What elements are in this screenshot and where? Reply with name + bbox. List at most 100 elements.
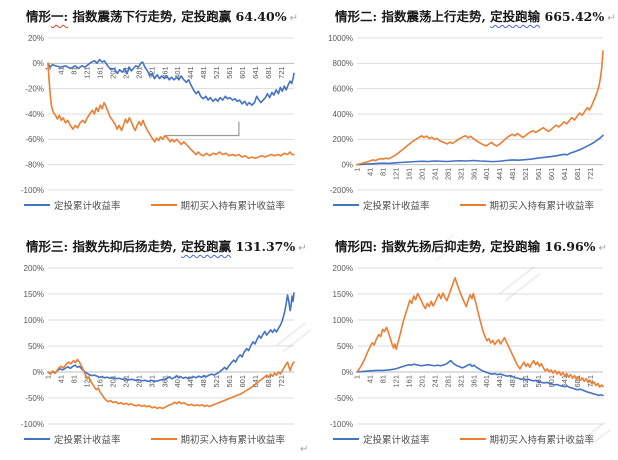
x-tick-label: 561 [225, 66, 234, 79]
title-segment: 131.37% [231, 239, 296, 254]
x-tick-label: 561 [534, 168, 543, 181]
x-tick-label: 81 [70, 66, 79, 74]
series-line-dca [47, 58, 295, 106]
x-tick-label: 361 [160, 66, 169, 79]
x-tick-label: 441 [186, 375, 195, 388]
y-tick-label: 1000% [328, 34, 353, 43]
x-tick-label: 81 [70, 375, 79, 383]
legend-label: 定投累计收益率 [362, 201, 430, 212]
x-tick-label: 41 [366, 168, 375, 176]
x-tick-label: 281 [443, 375, 452, 388]
y-tick-label: -50% [334, 394, 353, 403]
x-tick-label: 361 [160, 375, 169, 388]
y-tick-label: 100% [24, 316, 44, 325]
title-segment: 定投跑输 [490, 9, 541, 24]
legend-line-swatch [150, 204, 177, 206]
legend-item: 期初买入持有累计收益率 [459, 198, 594, 212]
x-tick-label: 681 [573, 375, 582, 388]
x-tick-label: 201 [417, 168, 426, 181]
x-tick-label: 321 [456, 375, 465, 388]
x-tick-label: 481 [508, 168, 517, 181]
y-tick-label: -200% [330, 186, 353, 195]
legend-item: 期初买入持有累计收益率 [459, 432, 594, 446]
x-tick-label: 721 [277, 375, 286, 388]
title-segment: 指数震荡下行走势, 定投跑赢 64.40% [68, 9, 287, 24]
x-tick-label: 201 [108, 66, 117, 79]
panel-title: 情形二: 指数震荡上行走势, 定投跑输 665.42% ↵ [309, 5, 618, 28]
x-tick-label: 41 [57, 66, 66, 74]
y-tick-label: -60% [25, 135, 44, 144]
x-tick-label: 401 [173, 375, 182, 388]
panel-scenario-1: 情形一: 指数震荡下行走势, 定投跑赢 64.40% ↵ 20% 0% -20% -40… [0, 0, 309, 230]
x-tick-label: 81 [379, 168, 388, 176]
panel-title: 情形三: 指数先抑后扬走势, 定投跑赢 131.37% ↵ [0, 235, 309, 258]
x-tick-label: 161 [404, 168, 413, 181]
x-tick-label: 601 [238, 375, 247, 388]
x-tick-label: 681 [573, 168, 582, 181]
legend-line-swatch [150, 438, 177, 440]
x-tick-label: 401 [173, 66, 182, 79]
x-tick-label: 361 [469, 375, 478, 388]
chart-legend: 定投累计收益率 期初买入持有累计收益率 [0, 431, 309, 447]
legend-item: 定投累计收益率 [332, 432, 430, 446]
x-tick-label: 641 [560, 375, 569, 388]
x-tick-label: 681 [264, 66, 273, 79]
chart-canvas: 200% 150% 100% 50% 0% -50% -100% 1 41 81 121 161 201… [21, 264, 295, 429]
y-tick-label: -40% [25, 110, 44, 119]
legend-label: 定投累计收益率 [53, 201, 121, 212]
legend-label: 定投累计收益率 [362, 435, 430, 446]
x-tick-label: 1 [353, 375, 362, 379]
y-tick-label: 0% [341, 368, 353, 377]
title-segment: 定投跑赢 [181, 239, 232, 254]
title-segment: 情形三: 指数先抑后扬走势, [26, 239, 182, 254]
legend-line-swatch [332, 438, 359, 440]
series-line-dca [356, 134, 604, 166]
legend-item: 期初买入持有累计收益率 [150, 432, 285, 446]
x-tick-label: 521 [521, 375, 530, 388]
y-tick-label: 150% [333, 290, 353, 299]
annotation-line [165, 121, 240, 137]
y-tick-label: -80% [25, 160, 44, 169]
x-tick-label: 481 [199, 66, 208, 79]
return-mark: ↵ [300, 444, 309, 455]
chart-canvas: 20%0%-20%-40%-60%-80%-100%1 41 81 121 161 201… [21, 34, 295, 195]
y-tick-label: -100% [21, 186, 44, 195]
y-tick-label: 50% [337, 342, 353, 351]
x-tick-label: 41 [366, 375, 375, 383]
x-tick-label: 641 [560, 168, 569, 181]
chart-legend: 定投累计收益率 期初买入持有累计收益率 [0, 197, 309, 213]
x-tick-label: 121 [82, 66, 91, 79]
x-tick-label: 521 [521, 168, 530, 181]
title-segment: 情形 [26, 9, 52, 24]
y-tick-label: 50% [28, 342, 44, 351]
legend-item: 定投累计收益率 [332, 198, 430, 212]
x-tick-label: 481 [199, 375, 208, 388]
x-tick-label: 521 [212, 66, 221, 79]
x-tick-label: 41 [57, 375, 66, 383]
y-tick-label: 0% [341, 160, 353, 169]
title-segment: 665.42% [540, 9, 605, 24]
x-tick-label: 1 [44, 375, 53, 379]
y-tick-label: 0% [32, 59, 44, 68]
x-tick-label: 121 [82, 375, 91, 388]
x-tick-label: 441 [186, 66, 195, 79]
title-segment: 情形二: 指数震荡上行走势, [335, 9, 491, 24]
y-tick-label: -50% [25, 394, 44, 403]
x-tick-label: 401 [482, 168, 491, 181]
x-tick-label: 161 [95, 66, 104, 79]
legend-line-swatch [332, 204, 359, 206]
x-tick-label: 721 [586, 168, 595, 181]
return-mark: ↵ [289, 13, 298, 24]
legend-item: 定投累计收益率 [23, 198, 121, 212]
legend-label: 定投累计收益率 [53, 435, 121, 446]
y-tick-label: 600% [333, 84, 353, 93]
x-tick-label: 641 [251, 375, 260, 388]
chart-canvas: 1000% 800% 600% 400% 200% 0% -200% 1 41 81 121 161 2… [328, 34, 604, 195]
legend-line-swatch [459, 438, 486, 440]
y-tick-label: 200% [24, 264, 44, 273]
series-line-dca [47, 292, 295, 383]
x-tick-label: 161 [95, 375, 104, 388]
y-tick-label: 150% [24, 290, 44, 299]
panel-title: 情形四: 指数先扬后抑走势, 定投跑输 16.96% ↵ [309, 235, 618, 258]
